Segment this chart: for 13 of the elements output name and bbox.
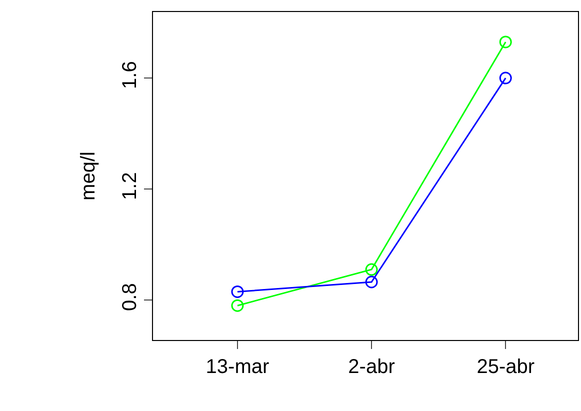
point	[231, 285, 244, 298]
point	[231, 299, 244, 312]
x-tick-label: 2-abr	[348, 356, 396, 378]
point	[365, 263, 378, 276]
point	[365, 276, 378, 288]
y-tick-label: 1.6	[119, 61, 141, 89]
point	[499, 36, 512, 48]
y-tick-label: 0.8	[119, 283, 141, 311]
y-tick-label: 1.2	[119, 172, 141, 200]
x-tick-label: 25-abr	[476, 356, 535, 378]
point	[499, 72, 512, 84]
x-tick-label: 13-mar	[206, 356, 270, 378]
y-axis-title: meq/l	[78, 152, 100, 200]
